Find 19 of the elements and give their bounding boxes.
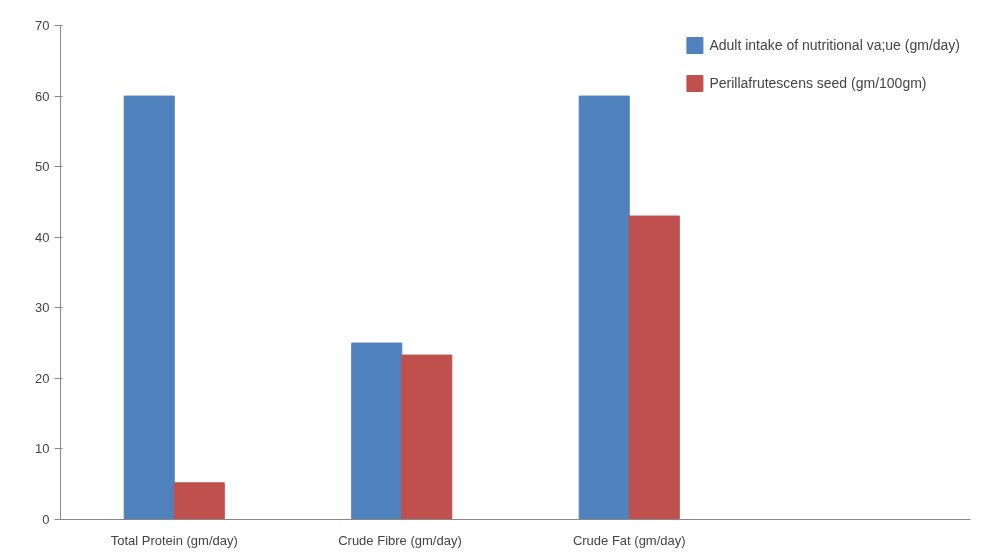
legend-label: Perillafrutescens seed (gm/100gm): [709, 75, 927, 91]
y-tick-label: 60: [35, 88, 50, 104]
y-tick-label: 50: [35, 159, 50, 175]
bar: [578, 95, 630, 520]
y-tick-label: 30: [35, 300, 50, 316]
x-tick-label: Crude Fibre (gm/day): [338, 532, 462, 548]
bar: [628, 215, 680, 520]
y-tick-label: 70: [35, 18, 50, 33]
legend-label: Adult intake of nutritional va;ue (gm/day): [709, 37, 960, 53]
y-tick-label: 40: [35, 229, 50, 245]
y-tick-label: 10: [35, 441, 50, 457]
bar: [123, 95, 175, 520]
bar: [351, 342, 403, 520]
x-tick-label: Crude Fat (gm/day): [572, 532, 686, 548]
bar: [173, 482, 225, 520]
y-tick-label: 0: [42, 512, 50, 527]
bar: [401, 354, 453, 520]
x-tick-label: Total Protein (gm/day): [110, 532, 238, 548]
y-tick-label: 20: [35, 370, 50, 386]
